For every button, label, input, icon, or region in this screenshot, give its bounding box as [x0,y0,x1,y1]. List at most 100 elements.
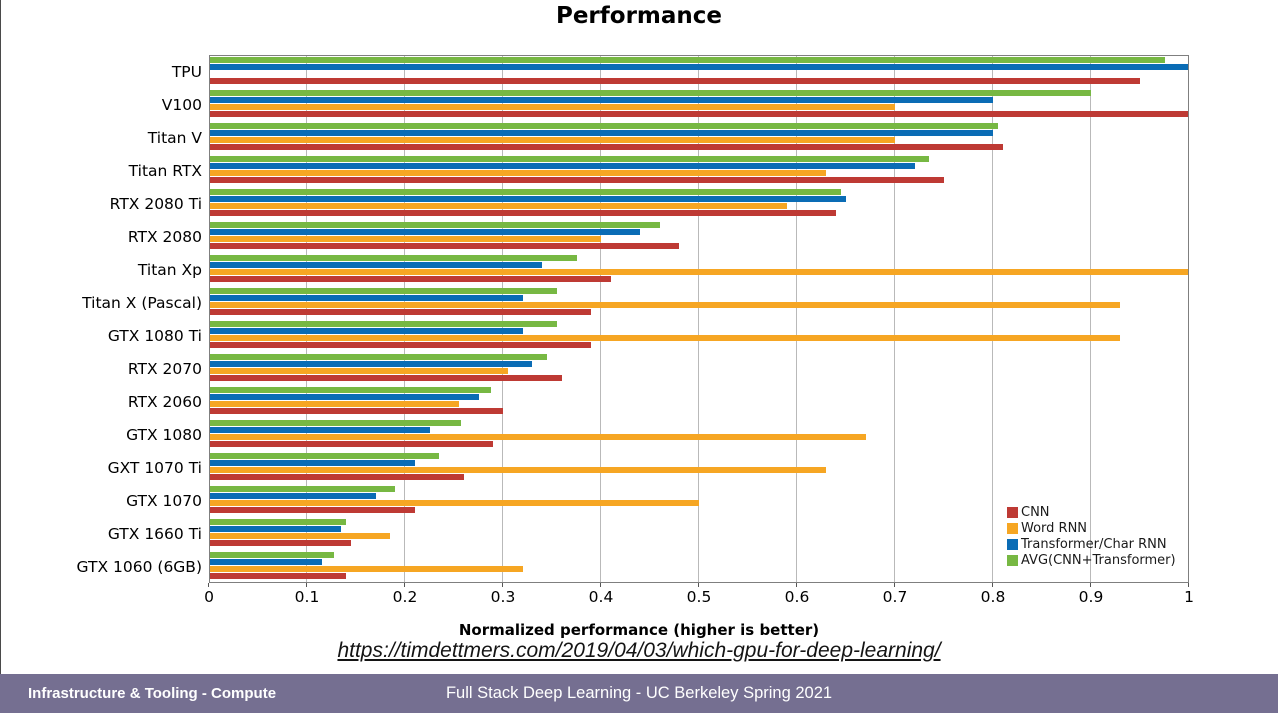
bar [209,387,491,394]
y-axis-label: Titan Xp [137,260,202,279]
y-axis-label: Titan X (Pascal) [82,293,202,312]
y-axis-label: RTX 2080 Ti [109,194,202,213]
x-tick-label: 0.5 [686,588,712,606]
y-axis-label: GXT 1070 Ti [107,458,202,477]
y-axis-label: Titan V [147,128,202,147]
bar [209,156,930,163]
x-tick-mark [502,583,503,587]
bar [209,368,508,374]
bar [209,137,895,143]
bar [209,467,827,473]
bar [209,335,1121,341]
x-tick-label: 0.2 [392,588,418,606]
bar [209,276,611,282]
x-tick-mark [1090,583,1091,587]
bar [209,144,1003,150]
bar [209,519,347,526]
plot-frame [209,55,1189,583]
bar [209,236,601,242]
y-axis-label: RTX 2060 [127,392,202,411]
bar [209,321,557,328]
x-tick-mark [404,583,405,587]
bar [209,222,660,229]
y-axis-label: Titan RTX [128,161,202,180]
bar [209,90,1091,97]
bar [209,309,592,315]
legend-swatch [1007,554,1018,566]
x-tick-mark [600,583,601,587]
bar [209,189,842,196]
x-tick-mark [992,583,993,587]
x-tick-mark [208,583,209,587]
x-tick-label: 0.4 [588,588,614,606]
bar [209,394,479,400]
bar [209,288,557,295]
gridline [502,55,503,583]
bar [209,177,944,183]
plot-area: 0 0.1 0.2 0.3 0.4 0.5 0.6 0.7 0.8 0.9 1 TPU V100 Tita… [77,55,1194,606]
bar [209,559,322,565]
footer-section-label: Infrastructure & Tooling - Compute [28,685,277,702]
legend-label: CNN [1021,504,1050,520]
source-url-link[interactable]: https://timdettmers.com/2019/04/03/which… [337,639,941,662]
bar [209,460,415,466]
legend-item: Transformer/Char RNN [1007,536,1176,552]
bar [209,375,562,381]
bar [209,408,503,414]
y-axis-label: V100 [161,95,202,114]
bar [209,243,680,249]
gridline [992,55,993,583]
bar [209,64,1189,70]
bar [209,361,533,367]
x-tick-label: 0.1 [294,588,320,606]
bar [209,427,430,433]
bar [209,526,342,532]
y-axis-label: GTX 1060 (6GB) [76,557,202,576]
x-tick-mark [894,583,895,587]
legend-label: Word RNN [1021,520,1088,536]
bar [209,104,895,110]
bar [209,328,523,334]
bar [209,123,998,130]
y-axis-label: GTX 1080 Ti [107,326,202,345]
x-tick-label: 0.6 [784,588,810,606]
legend-swatch [1007,522,1018,534]
bar [209,130,993,136]
gridline [404,55,405,583]
legend-swatch [1007,506,1018,518]
x-tick-mark [306,583,307,587]
bar [209,111,1189,117]
x-tick-mark [698,583,699,587]
bar [209,573,347,579]
legend: CNN Word RNN Transformer/Char RNN AVG(CNN+T… [1007,504,1176,568]
bar [209,170,827,176]
bar [209,500,699,506]
bar [209,295,523,301]
y-axis-label: GTX 1070 [126,491,202,510]
bar [209,474,464,480]
gridline [600,55,601,583]
footer-bar: Infrastructure & Tooling - Compute Full … [0,674,1278,713]
gridline [306,55,307,583]
bar [209,196,846,202]
y-axis-label: RTX 2070 [127,359,202,378]
x-tick-label: 1 [1184,588,1194,606]
gridline [894,55,895,583]
bar [209,229,641,235]
bar [209,533,391,539]
bar [209,342,592,348]
bar [209,203,788,209]
x-tick-label: 0.3 [490,588,516,606]
bar [209,441,494,447]
legend-item: Word RNN [1007,520,1176,536]
x-tick-mark [1188,583,1189,587]
bar [209,57,1165,64]
gridline [1090,55,1091,583]
bar [209,540,352,546]
slide-left-border [0,0,1,674]
x-tick-mark [796,583,797,587]
y-axis-label: GTX 1660 Ti [107,524,202,543]
legend-item: AVG(CNN+Transformer) [1007,552,1176,568]
bar [209,262,543,268]
legend-label: Transformer/Char RNN [1021,536,1167,552]
